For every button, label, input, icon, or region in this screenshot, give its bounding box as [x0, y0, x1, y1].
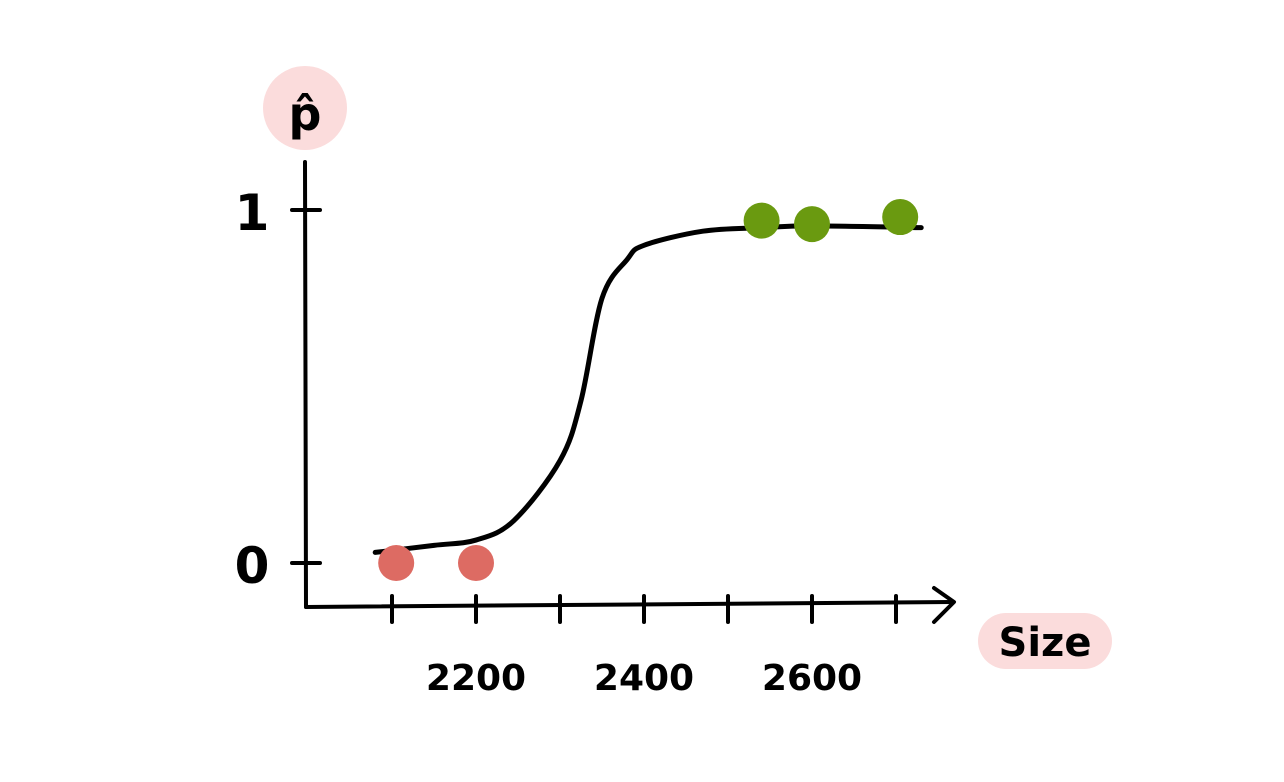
xlabel-highlight — [978, 613, 1112, 669]
data-point-negative — [378, 545, 415, 581]
x-tick-label: 2400 — [594, 658, 694, 699]
y-axis-line — [303, 160, 308, 609]
ylabel-highlight — [263, 66, 347, 150]
axes — [303, 160, 956, 624]
x-axis-line — [304, 600, 954, 609]
y-tick-label: 1 — [235, 184, 270, 242]
data-point-positive — [882, 199, 919, 236]
curve-layer — [372, 223, 924, 555]
data-point-positive — [794, 206, 830, 243]
y-tick-label: 0 — [235, 537, 270, 595]
x-axis-label: Size — [999, 620, 1092, 666]
x-axis-arrow — [932, 586, 956, 624]
y-axis-label: p̂ — [289, 87, 322, 141]
data-point-negative — [458, 545, 494, 581]
x-tick-label: 2200 — [426, 658, 526, 699]
sigmoid-curve — [372, 223, 924, 555]
ticks: 2200 2400 2600 0 1 — [235, 184, 898, 699]
data-point-positive — [743, 202, 780, 239]
x-tick-label: 2600 — [762, 658, 862, 699]
points-layer — [378, 199, 919, 581]
